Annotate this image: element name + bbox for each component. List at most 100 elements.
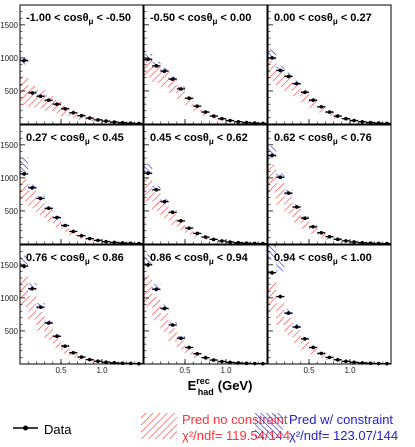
data-point [303, 216, 307, 221]
data-point [179, 219, 183, 223]
data-point [96, 118, 100, 122]
data-point [96, 359, 100, 364]
data-point [244, 120, 249, 125]
pred-no-constraint-band [300, 340, 309, 350]
data-point [236, 119, 241, 124]
data-point [319, 105, 324, 109]
data-point [220, 359, 224, 364]
data-point [368, 120, 373, 125]
pred-no-constraint-band [193, 233, 202, 238]
legend-entry-pred-w-constraint: Pred w/ constraint χ²/ndf= 123.07/144 [255, 412, 398, 443]
data-point [87, 236, 92, 241]
pred-no-constraint-band [144, 177, 153, 202]
pred-no-constraint-band [44, 209, 53, 222]
pred-no-constraint-band [69, 231, 78, 237]
data-point [278, 68, 283, 73]
data-point [30, 91, 35, 95]
pred-no-constraint-band [284, 76, 293, 91]
data-point [179, 87, 183, 91]
x-tick-label: 1.0 [220, 366, 232, 375]
data-point [211, 237, 216, 242]
pred-no-constraint-band [276, 303, 285, 325]
pred-no-constraint-band [168, 328, 177, 342]
prediction-bands [144, 163, 267, 244]
pred-w-constraint-band [268, 49, 277, 60]
data-point [46, 321, 51, 325]
pred-no-constraint-band [300, 91, 309, 103]
panel-grid: 500 1000 1500 -1.00 < cosθμ < -0.50 -0.50 < … [0, 4, 392, 375]
data-point [311, 98, 315, 102]
pred-no-constraint-band [317, 106, 326, 113]
data-point [319, 230, 324, 235]
pred-w-constraint-band [276, 260, 285, 272]
data-point [195, 104, 200, 108]
data-point [63, 223, 67, 228]
data-point [327, 355, 332, 360]
pred-no-constraint-band [61, 347, 70, 354]
data-point [162, 69, 167, 73]
data-point [38, 305, 43, 309]
pred-no-constraint-band [52, 338, 61, 348]
prediction-bands [144, 254, 267, 364]
x-axis-title-unit: (GeV) [218, 378, 253, 393]
pred-no-constraint-band [36, 200, 45, 215]
legend-data-marker [23, 425, 28, 431]
data-point [71, 350, 76, 355]
panel-8: 0.5 1.0 0.86 < cosθμ < 0.94 [143, 244, 268, 375]
data-point [104, 239, 108, 244]
legend-pred-w-constraint-label: Pred w/ constraint [289, 412, 393, 427]
data-point [344, 116, 348, 121]
pred-no-constraint-band [160, 71, 169, 87]
panel-title: 0.45 < cosθμ < 0.62 [150, 132, 248, 146]
data-point [368, 361, 373, 366]
data-point [22, 264, 26, 268]
x-axis-title-text: Erec had (GeV) [188, 376, 253, 397]
data-point [146, 57, 150, 62]
pred-no-constraint-band [152, 296, 161, 321]
data-point [128, 361, 133, 366]
pred-no-constraint-band [44, 94, 53, 111]
x-tick-label: 0.5 [303, 366, 315, 375]
panel-4: 500 1000 1500 0.27 < cosθμ < 0.45 [0, 124, 144, 246]
panel-title: 0.86 < cosθμ < 0.94 [150, 252, 249, 266]
y-tick-label: 1500 [0, 21, 18, 30]
data-point [154, 287, 159, 292]
pred-w-constraint-band [268, 245, 277, 260]
pred-no-constraint-band [268, 61, 277, 82]
data-point [311, 345, 315, 350]
data-point [63, 106, 67, 111]
data-point [294, 81, 299, 86]
pred-no-constraint-band [176, 88, 185, 100]
data-point [286, 191, 291, 195]
panel-title: 0.94 < cosθμ < 1.00 [274, 252, 372, 266]
pred-no-constraint-band [292, 330, 301, 343]
pred-no-constraint-band [69, 353, 78, 358]
panel-title: 0.76 < cosθμ < 0.86 [26, 252, 124, 266]
pred-no-constraint-band [152, 65, 161, 84]
data-point [154, 64, 159, 68]
pred-no-constraint-band [160, 313, 169, 332]
pred-no-constraint-band [168, 213, 177, 225]
data-point [96, 238, 100, 243]
pred-no-constraint-band [61, 225, 70, 233]
pred-no-constraint-band [325, 111, 334, 117]
x-tick-label: 1.0 [96, 366, 108, 375]
pred-no-constraint-band [176, 221, 185, 231]
data-point [335, 114, 340, 118]
data-point [79, 355, 84, 359]
y-tick-label: 1000 [0, 174, 18, 183]
legend-blue-hatch-swatch [255, 413, 283, 439]
data-point [22, 172, 26, 176]
pred-no-constraint-band [317, 354, 326, 358]
prediction-bands [268, 146, 391, 244]
pred-w-constraint-band [268, 146, 277, 157]
data-point [327, 234, 332, 239]
panel-title: -1.00 < cosθμ < -0.50 [26, 12, 131, 26]
pred-no-constraint-band [185, 97, 194, 107]
pred-no-constraint-band [36, 311, 45, 331]
data-point [46, 98, 51, 102]
data-point [87, 116, 92, 120]
panel-title: -0.50 < cosθμ < 0.00 [150, 12, 251, 26]
data-point [294, 325, 299, 329]
pred-w-constraint-band [144, 254, 153, 267]
